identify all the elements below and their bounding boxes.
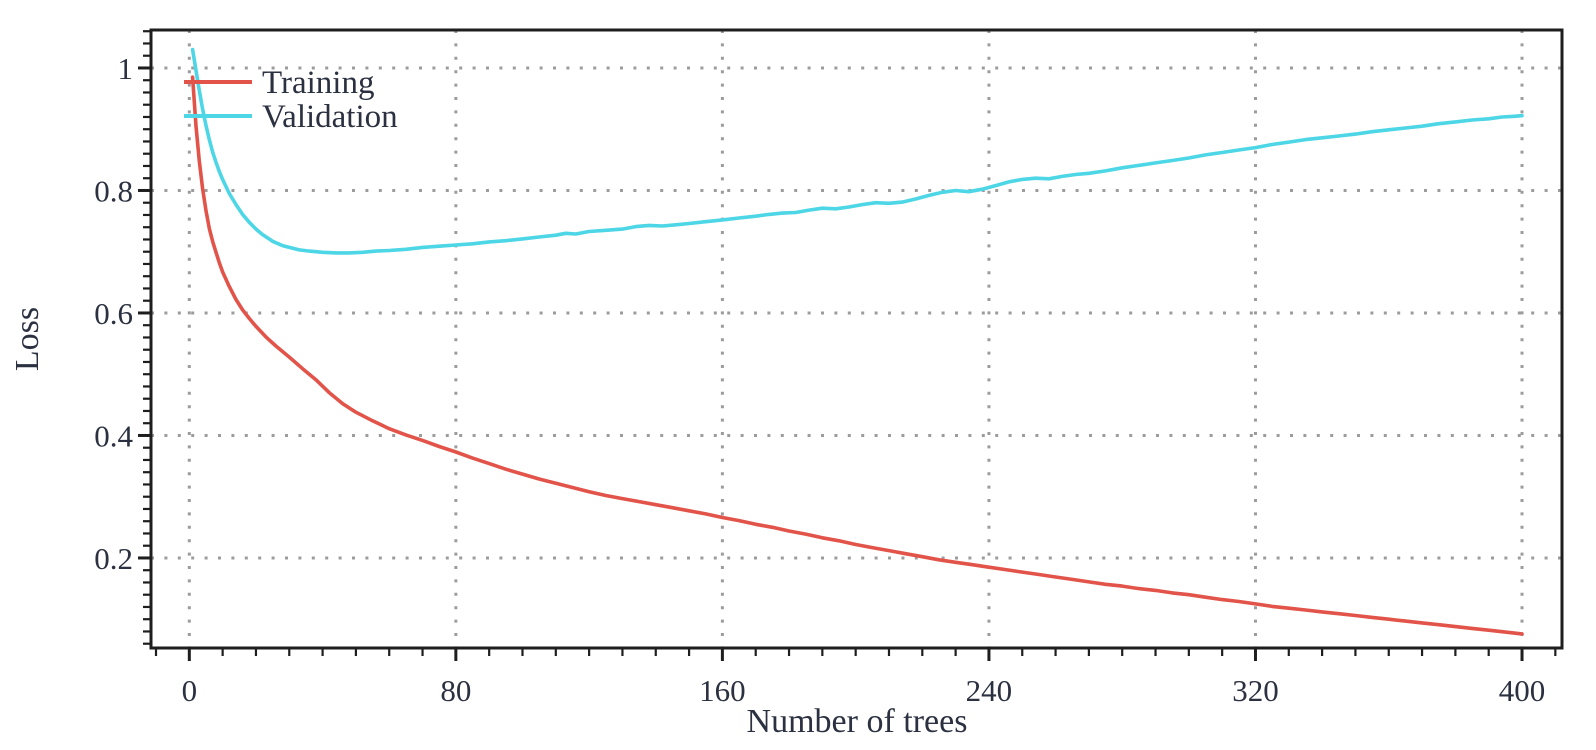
- x-tick-label: 400: [1499, 673, 1546, 708]
- y-tick-label: 0.8: [94, 173, 133, 208]
- y-axis-title: Loss: [9, 307, 46, 371]
- x-tick-label: 320: [1232, 673, 1279, 708]
- axes-and-ticks: 0 80 160 240 320 400 0.2 0.4 0.6 0.8 1: [94, 28, 1564, 708]
- series-line-validation: [190, 47, 1524, 255]
- x-axis-title: Number of trees: [747, 703, 968, 740]
- legend-label-validation: Validation: [262, 99, 398, 135]
- x-tick-label: 160: [699, 673, 746, 708]
- x-tick-label: 80: [440, 673, 471, 708]
- gridlines: [151, 30, 1562, 648]
- y-tick-label: 0.4: [94, 418, 133, 453]
- legend-label-training: Training: [262, 65, 374, 101]
- series-line-training: [190, 75, 1524, 636]
- y-tick-label: 1: [118, 51, 134, 86]
- x-tick-label: 0: [182, 673, 198, 708]
- x-tick-label: 240: [966, 673, 1013, 708]
- y-tick-label: 0.2: [94, 541, 133, 576]
- y-tick-label: 0.6: [94, 296, 133, 331]
- series-lines: [190, 47, 1524, 636]
- legend: Training Validation: [184, 65, 398, 135]
